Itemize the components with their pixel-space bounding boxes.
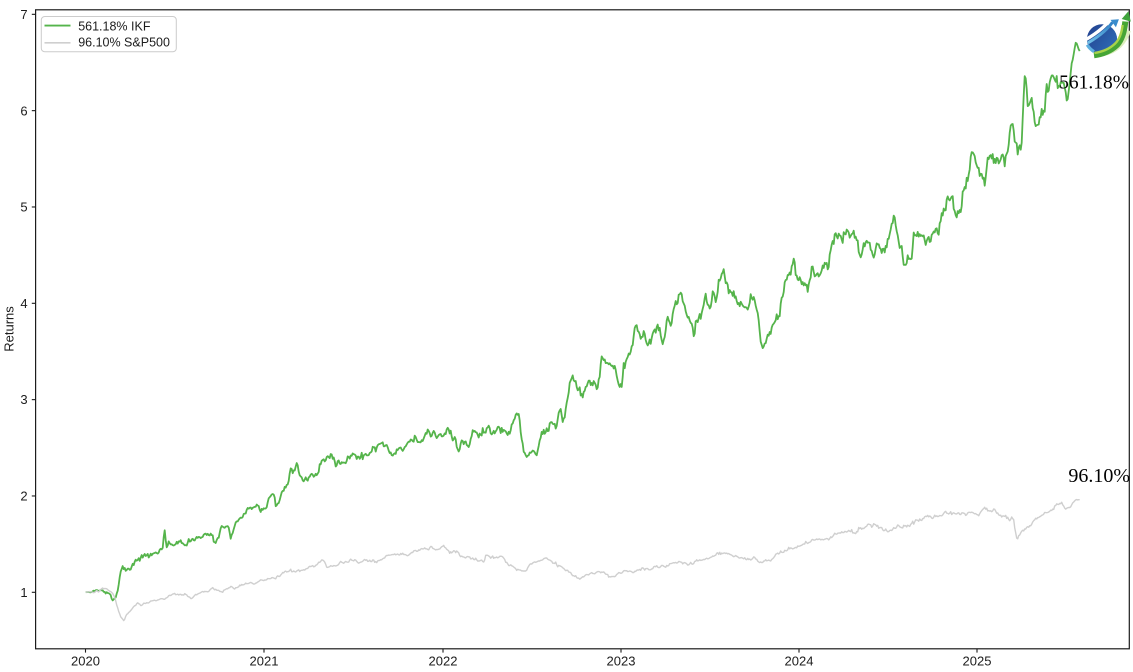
svg-text:2022: 2022 (429, 654, 458, 669)
svg-text:561.18% IKF: 561.18% IKF (78, 19, 151, 33)
svg-text:7: 7 (20, 7, 27, 22)
svg-text:5: 5 (20, 200, 27, 215)
svg-text:1: 1 (20, 585, 27, 600)
svg-text:96.10%: 96.10% (1068, 465, 1130, 487)
svg-text:6: 6 (20, 103, 27, 118)
svg-text:4: 4 (20, 296, 27, 311)
svg-text:2025: 2025 (963, 654, 992, 669)
svg-text:2: 2 (20, 489, 27, 504)
svg-text:96.10% S&P500: 96.10% S&P500 (78, 36, 170, 50)
svg-text:2024: 2024 (785, 654, 814, 669)
svg-text:Returns: Returns (2, 306, 17, 352)
svg-text:3: 3 (20, 392, 27, 407)
svg-text:2023: 2023 (607, 654, 636, 669)
svg-text:561.18%: 561.18% (1059, 73, 1129, 94)
svg-text:2020: 2020 (71, 654, 100, 669)
svg-text:2021: 2021 (250, 654, 279, 669)
